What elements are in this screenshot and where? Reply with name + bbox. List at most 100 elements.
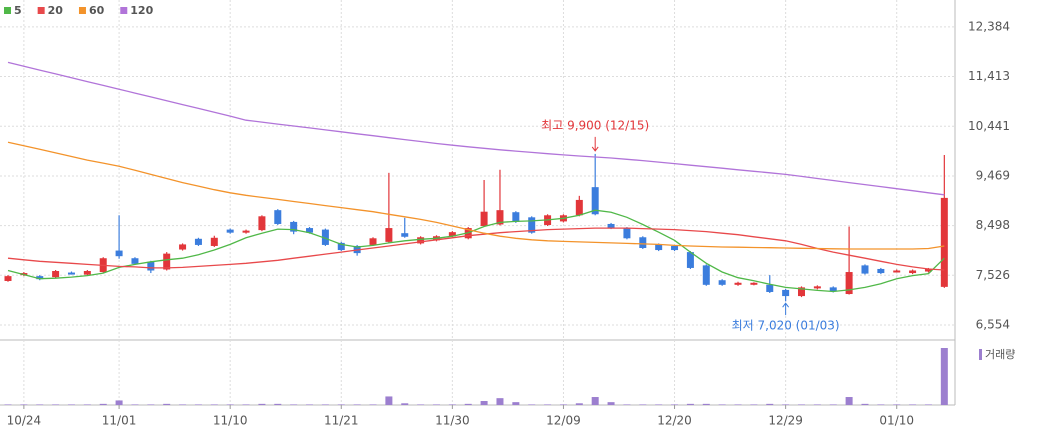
candle-body xyxy=(194,238,202,245)
low-arrow xyxy=(782,302,790,316)
volume-bar xyxy=(401,403,409,405)
candle-body xyxy=(798,287,805,297)
candle-body xyxy=(448,232,456,237)
candle-body xyxy=(147,261,155,271)
volume-bar xyxy=(845,397,853,405)
volume-bar xyxy=(99,403,107,405)
ma-line xyxy=(7,209,945,293)
volume-bar xyxy=(131,404,139,405)
volume-bar xyxy=(385,396,393,405)
volume-bar xyxy=(290,404,298,405)
candle-body xyxy=(512,212,520,222)
volume-bar xyxy=(242,404,250,405)
volume-bar xyxy=(559,404,567,405)
volume-bar xyxy=(829,404,837,405)
volume-bar xyxy=(274,403,282,405)
volume-bar xyxy=(83,404,91,405)
candle-body xyxy=(496,210,504,225)
candle-body xyxy=(242,230,250,233)
volume-bar xyxy=(210,404,218,405)
candle-body xyxy=(734,282,742,285)
candle-body xyxy=(321,229,329,245)
candle-body xyxy=(369,238,377,245)
candle-body xyxy=(115,250,123,257)
y-tick-label: 9,469 xyxy=(976,168,1010,182)
candle-body xyxy=(36,276,44,280)
volume-bar xyxy=(607,402,615,405)
candle-body xyxy=(401,233,409,237)
candle-body xyxy=(845,272,853,295)
volume-bar xyxy=(544,404,552,405)
candle-body xyxy=(750,282,758,285)
y-tick-label: 10,441 xyxy=(968,119,1010,133)
volume-bar xyxy=(671,404,679,405)
candle-body xyxy=(813,286,821,289)
y-tick-label: 11,413 xyxy=(968,69,1010,83)
candle-body xyxy=(829,287,837,292)
low-annotation: 최저 7,020 (01/03) xyxy=(732,319,840,333)
candle-body xyxy=(782,289,790,297)
volume-bar xyxy=(528,404,536,405)
volume-bar xyxy=(861,403,869,405)
x-tick-label: 12/20 xyxy=(657,414,692,428)
x-tick-label: 12/09 xyxy=(546,414,581,428)
candle-body xyxy=(385,228,393,242)
volume-bar xyxy=(432,404,440,405)
volume-bar xyxy=(226,404,234,405)
y-tick-label: 12,384 xyxy=(968,19,1010,33)
volume-bar xyxy=(20,404,28,405)
volume-bar xyxy=(940,348,948,405)
volume-bar xyxy=(893,404,901,405)
candle-body xyxy=(607,223,615,229)
volume-bar xyxy=(258,403,266,405)
candle-body xyxy=(702,265,710,285)
volume-bar xyxy=(782,404,790,405)
volume-legend: 거래량 xyxy=(985,348,1015,361)
volume-bar xyxy=(591,397,599,405)
candle-body xyxy=(290,221,298,232)
volume-bar xyxy=(115,400,123,405)
x-tick-label: 11/01 xyxy=(102,414,137,428)
x-tick-label: 11/10 xyxy=(213,414,248,428)
volume-bar xyxy=(417,404,425,405)
volume-bar xyxy=(179,404,187,405)
legend-swatch xyxy=(37,7,45,14)
volume-bar xyxy=(194,404,202,405)
candle-body xyxy=(258,216,266,231)
candle-body xyxy=(306,228,314,233)
candle-body xyxy=(417,237,425,244)
candle-body xyxy=(575,199,583,216)
x-tick-label: 10/24 xyxy=(7,414,42,428)
candle-body xyxy=(718,280,726,285)
volume-bar xyxy=(36,404,44,405)
candle-body xyxy=(52,271,60,278)
volume-bar xyxy=(464,403,472,405)
volume-bar xyxy=(52,404,60,405)
candle-body xyxy=(924,268,932,272)
volume-bar xyxy=(655,404,663,405)
candle-body xyxy=(893,270,901,273)
volume-bar xyxy=(813,404,821,405)
volume-bar xyxy=(924,404,932,405)
volume-bar xyxy=(496,398,504,405)
candle-body xyxy=(623,228,631,239)
y-tick-label: 7,526 xyxy=(976,268,1010,282)
volume-bar xyxy=(480,401,488,405)
volume-bar xyxy=(623,404,631,405)
candle-body xyxy=(274,210,282,224)
x-tick-label: 11/21 xyxy=(324,414,359,428)
y-tick-label: 6,554 xyxy=(976,318,1010,332)
candle-body xyxy=(179,244,187,250)
legend-label: 60 xyxy=(89,4,105,17)
candle-body xyxy=(337,242,345,251)
volume-bar xyxy=(369,404,377,405)
candle-body xyxy=(83,271,91,275)
candle-body xyxy=(4,276,12,281)
high-arrow xyxy=(591,136,599,152)
legend-label: 120 xyxy=(130,4,153,17)
x-tick-label: 11/30 xyxy=(435,414,470,428)
volume-bar xyxy=(163,403,171,405)
volume-bar xyxy=(306,404,314,405)
volume-bar xyxy=(718,404,726,405)
